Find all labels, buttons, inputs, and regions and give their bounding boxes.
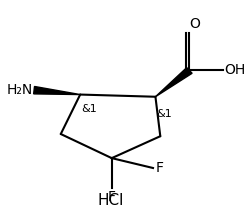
Text: H₂N: H₂N [7,83,33,97]
Text: OH: OH [225,63,246,77]
Polygon shape [155,68,192,97]
Text: &1: &1 [81,104,97,114]
Text: HCl: HCl [97,193,124,208]
Text: F: F [155,161,164,175]
Polygon shape [34,86,80,95]
Text: O: O [189,17,200,31]
Text: &1: &1 [157,109,172,119]
Text: F: F [108,190,116,204]
